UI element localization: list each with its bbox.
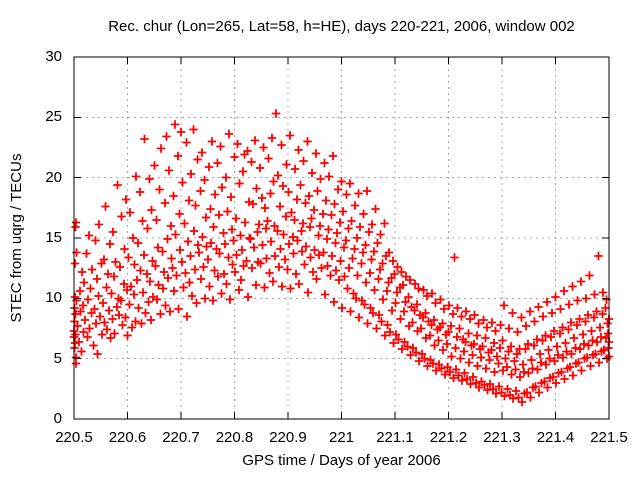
x-tick-label: 221.1 xyxy=(376,429,414,446)
x-axis-label: GPS time / Days of year 2006 xyxy=(242,452,441,469)
y-tick-label: 0 xyxy=(53,410,62,427)
x-tick-label: 220.8 xyxy=(215,429,254,446)
y-tick-label: 25 xyxy=(45,108,62,126)
y-tick-label: 15 xyxy=(45,229,62,246)
y-tick-label: 5 xyxy=(53,349,62,367)
x-tick-label: 220.6 xyxy=(108,429,147,446)
y-tick-label: 20 xyxy=(45,168,62,186)
x-tick-label: 221.2 xyxy=(429,429,468,446)
grid-layer xyxy=(74,57,609,419)
chart-title: Rec. chur (Lon=265, Lat=58, h=HE), days … xyxy=(108,18,575,35)
y-tick-label: 10 xyxy=(45,289,62,307)
y-tick-label: 30 xyxy=(45,48,62,65)
x-tick-label: 221.3 xyxy=(483,429,521,446)
x-tick-label: 221.5 xyxy=(590,429,628,446)
axis-ticks-layer xyxy=(73,56,610,420)
x-tick-label: 220.7 xyxy=(162,429,200,446)
x-tick-label: 220.9 xyxy=(269,429,307,446)
x-tick-label: 220.5 xyxy=(55,429,93,446)
x-tick-label: 221 xyxy=(328,429,355,446)
x-tick-label: 221.4 xyxy=(536,429,575,446)
